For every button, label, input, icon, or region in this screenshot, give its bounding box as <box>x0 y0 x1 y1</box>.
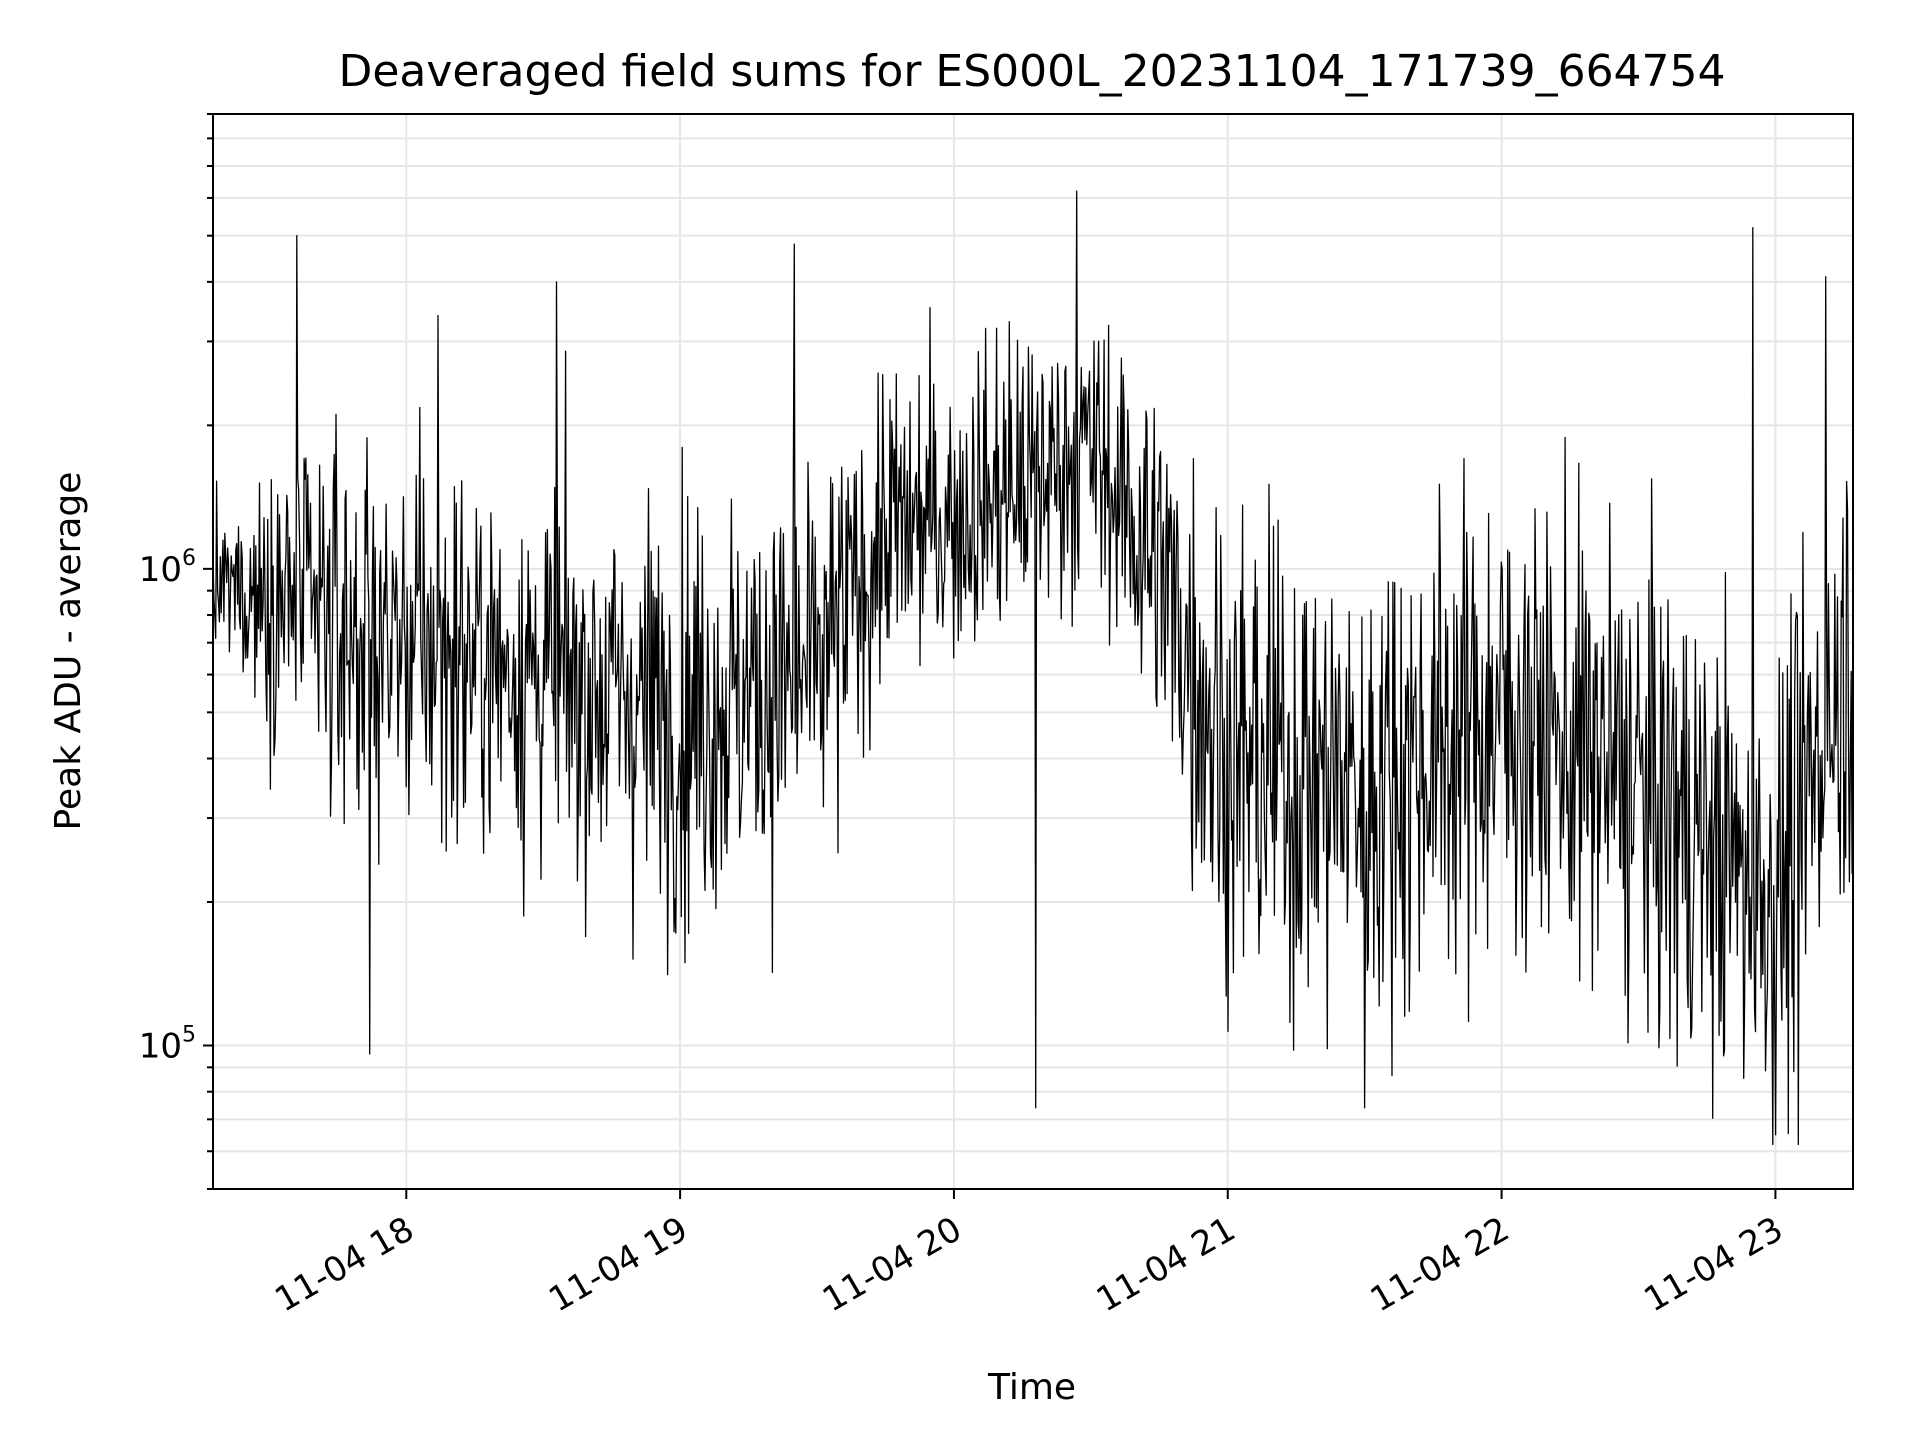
y-axis: 105 106 <box>139 113 213 1190</box>
x-axis-title: Time <box>987 1367 1076 1408</box>
series-line <box>212 190 1854 1146</box>
y-tick-label: 105 <box>139 1023 196 1067</box>
y-axis-title: Peak ADU - average <box>48 472 89 831</box>
chart-title: Deaveraged field sums for ES000L_2023110… <box>338 46 1725 97</box>
y-tick-label: 106 <box>139 546 196 590</box>
series-layer <box>212 190 1854 1146</box>
plot-frame <box>212 113 1854 1190</box>
